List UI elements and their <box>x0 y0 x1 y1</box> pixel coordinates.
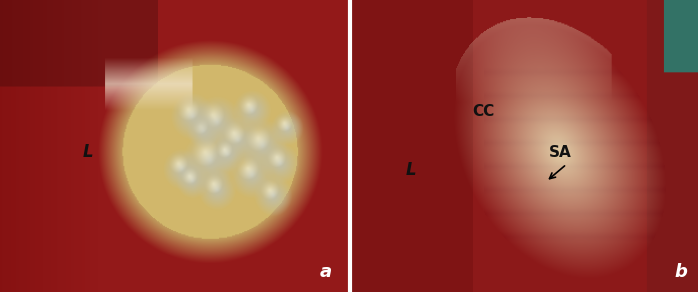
Text: SA: SA <box>549 145 571 160</box>
Text: b: b <box>674 263 687 281</box>
Text: a: a <box>320 263 332 281</box>
Text: L: L <box>406 161 417 179</box>
Text: CC: CC <box>473 104 495 119</box>
Text: L: L <box>82 143 93 161</box>
